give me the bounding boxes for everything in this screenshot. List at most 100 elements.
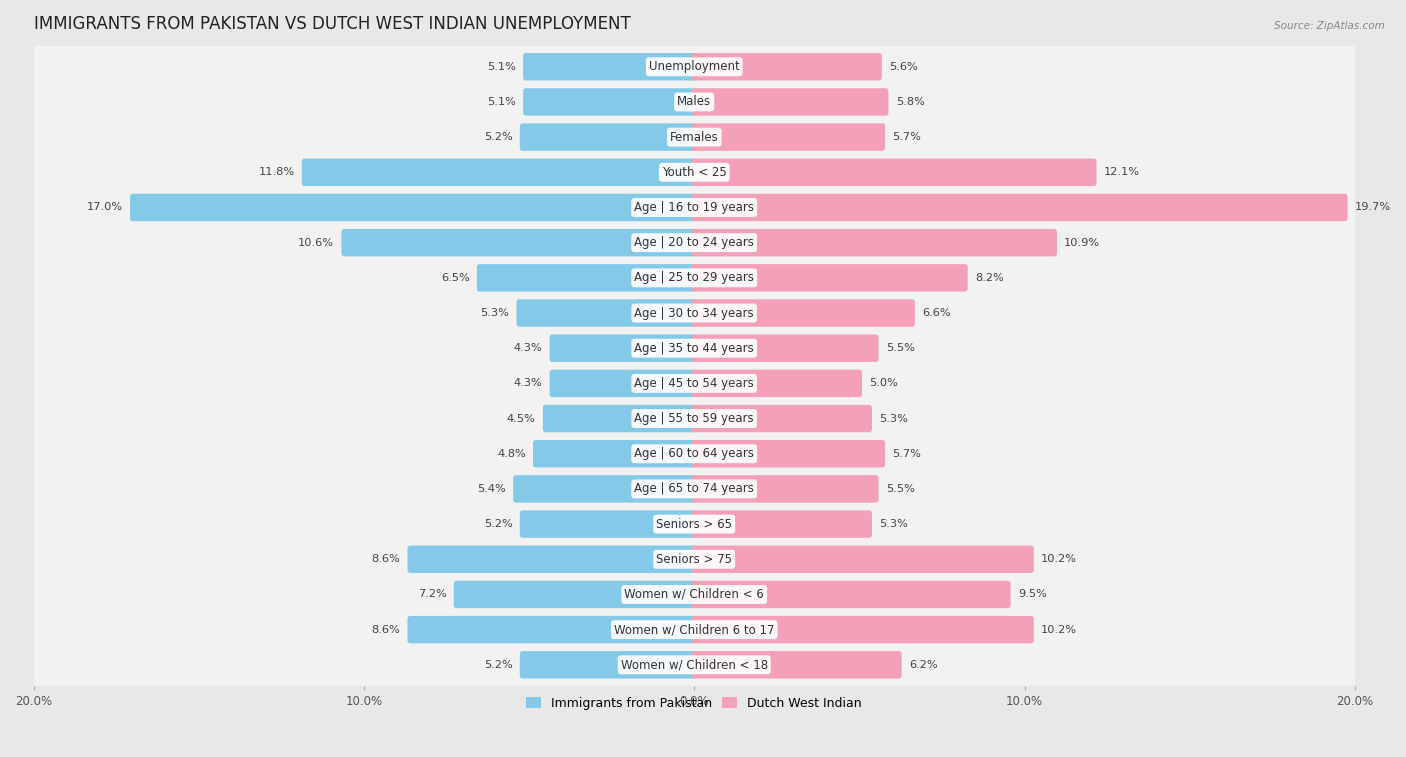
FancyBboxPatch shape	[543, 405, 697, 432]
Text: 5.6%: 5.6%	[889, 62, 918, 72]
FancyBboxPatch shape	[32, 81, 1357, 123]
FancyBboxPatch shape	[408, 546, 697, 573]
Text: Age | 65 to 74 years: Age | 65 to 74 years	[634, 482, 754, 495]
Text: 10.2%: 10.2%	[1040, 554, 1077, 564]
FancyBboxPatch shape	[516, 299, 697, 327]
Text: 6.5%: 6.5%	[441, 273, 470, 283]
FancyBboxPatch shape	[32, 117, 1357, 158]
Text: Males: Males	[678, 95, 711, 108]
FancyBboxPatch shape	[692, 194, 1347, 221]
Text: 5.3%: 5.3%	[481, 308, 509, 318]
FancyBboxPatch shape	[692, 123, 886, 151]
FancyBboxPatch shape	[32, 257, 1357, 298]
Text: 4.8%: 4.8%	[496, 449, 526, 459]
Text: 10.9%: 10.9%	[1064, 238, 1101, 248]
Text: 5.7%: 5.7%	[893, 449, 921, 459]
FancyBboxPatch shape	[32, 609, 1357, 650]
Text: 19.7%: 19.7%	[1355, 202, 1391, 213]
Text: 5.2%: 5.2%	[484, 132, 513, 142]
FancyBboxPatch shape	[692, 158, 1097, 186]
Text: 10.6%: 10.6%	[298, 238, 335, 248]
FancyBboxPatch shape	[32, 222, 1357, 263]
FancyBboxPatch shape	[129, 194, 697, 221]
Text: 5.7%: 5.7%	[893, 132, 921, 142]
Text: 5.4%: 5.4%	[477, 484, 506, 494]
Text: 4.3%: 4.3%	[513, 378, 543, 388]
Text: Age | 30 to 34 years: Age | 30 to 34 years	[634, 307, 754, 319]
FancyBboxPatch shape	[692, 581, 1011, 608]
Text: 5.0%: 5.0%	[869, 378, 898, 388]
Text: 5.2%: 5.2%	[484, 660, 513, 670]
FancyBboxPatch shape	[32, 644, 1357, 686]
Text: 9.5%: 9.5%	[1018, 590, 1047, 600]
Text: 5.3%: 5.3%	[879, 413, 908, 424]
Text: Age | 25 to 29 years: Age | 25 to 29 years	[634, 271, 754, 285]
Text: 5.1%: 5.1%	[486, 62, 516, 72]
Text: Age | 20 to 24 years: Age | 20 to 24 years	[634, 236, 754, 249]
FancyBboxPatch shape	[32, 328, 1357, 369]
Text: 12.1%: 12.1%	[1104, 167, 1140, 177]
Text: Women w/ Children 6 to 17: Women w/ Children 6 to 17	[614, 623, 775, 636]
FancyBboxPatch shape	[520, 651, 697, 678]
Text: 6.2%: 6.2%	[908, 660, 938, 670]
FancyBboxPatch shape	[692, 264, 967, 291]
FancyBboxPatch shape	[302, 158, 697, 186]
Text: 17.0%: 17.0%	[87, 202, 122, 213]
Text: Age | 55 to 59 years: Age | 55 to 59 years	[634, 412, 754, 425]
Text: Age | 45 to 54 years: Age | 45 to 54 years	[634, 377, 754, 390]
Text: Age | 35 to 44 years: Age | 35 to 44 years	[634, 341, 754, 355]
Text: 5.8%: 5.8%	[896, 97, 925, 107]
FancyBboxPatch shape	[32, 538, 1357, 580]
FancyBboxPatch shape	[32, 363, 1357, 404]
Text: 10.2%: 10.2%	[1040, 625, 1077, 634]
FancyBboxPatch shape	[692, 651, 901, 678]
Text: 5.2%: 5.2%	[484, 519, 513, 529]
FancyBboxPatch shape	[692, 369, 862, 397]
FancyBboxPatch shape	[32, 433, 1357, 475]
FancyBboxPatch shape	[520, 510, 697, 537]
Text: 8.6%: 8.6%	[371, 554, 401, 564]
FancyBboxPatch shape	[523, 89, 697, 116]
Text: Seniors > 65: Seniors > 65	[657, 518, 733, 531]
FancyBboxPatch shape	[692, 229, 1057, 257]
Text: Seniors > 75: Seniors > 75	[657, 553, 733, 565]
FancyBboxPatch shape	[692, 616, 1033, 643]
FancyBboxPatch shape	[692, 440, 886, 468]
FancyBboxPatch shape	[692, 546, 1033, 573]
Text: Unemployment: Unemployment	[648, 61, 740, 73]
Text: 6.6%: 6.6%	[922, 308, 950, 318]
FancyBboxPatch shape	[692, 335, 879, 362]
Text: Females: Females	[669, 131, 718, 144]
FancyBboxPatch shape	[692, 475, 879, 503]
Text: 8.6%: 8.6%	[371, 625, 401, 634]
Text: IMMIGRANTS FROM PAKISTAN VS DUTCH WEST INDIAN UNEMPLOYMENT: IMMIGRANTS FROM PAKISTAN VS DUTCH WEST I…	[34, 15, 630, 33]
FancyBboxPatch shape	[32, 503, 1357, 545]
FancyBboxPatch shape	[692, 299, 915, 327]
FancyBboxPatch shape	[408, 616, 697, 643]
FancyBboxPatch shape	[520, 123, 697, 151]
Text: Women w/ Children < 18: Women w/ Children < 18	[620, 659, 768, 671]
FancyBboxPatch shape	[692, 510, 872, 537]
FancyBboxPatch shape	[477, 264, 697, 291]
Text: 5.5%: 5.5%	[886, 343, 915, 354]
Text: Women w/ Children < 6: Women w/ Children < 6	[624, 588, 763, 601]
Text: 5.3%: 5.3%	[879, 519, 908, 529]
FancyBboxPatch shape	[454, 581, 697, 608]
FancyBboxPatch shape	[32, 292, 1357, 334]
Text: Age | 60 to 64 years: Age | 60 to 64 years	[634, 447, 754, 460]
Text: Source: ZipAtlas.com: Source: ZipAtlas.com	[1274, 21, 1385, 31]
FancyBboxPatch shape	[523, 53, 697, 80]
FancyBboxPatch shape	[32, 46, 1357, 88]
Text: 5.1%: 5.1%	[486, 97, 516, 107]
FancyBboxPatch shape	[692, 89, 889, 116]
Legend: Immigrants from Pakistan, Dutch West Indian: Immigrants from Pakistan, Dutch West Ind…	[522, 692, 868, 715]
FancyBboxPatch shape	[692, 53, 882, 80]
FancyBboxPatch shape	[32, 397, 1357, 439]
Text: 4.5%: 4.5%	[508, 413, 536, 424]
FancyBboxPatch shape	[550, 335, 697, 362]
Text: Youth < 25: Youth < 25	[662, 166, 727, 179]
FancyBboxPatch shape	[550, 369, 697, 397]
FancyBboxPatch shape	[32, 187, 1357, 229]
Text: 7.2%: 7.2%	[418, 590, 447, 600]
Text: 4.3%: 4.3%	[513, 343, 543, 354]
